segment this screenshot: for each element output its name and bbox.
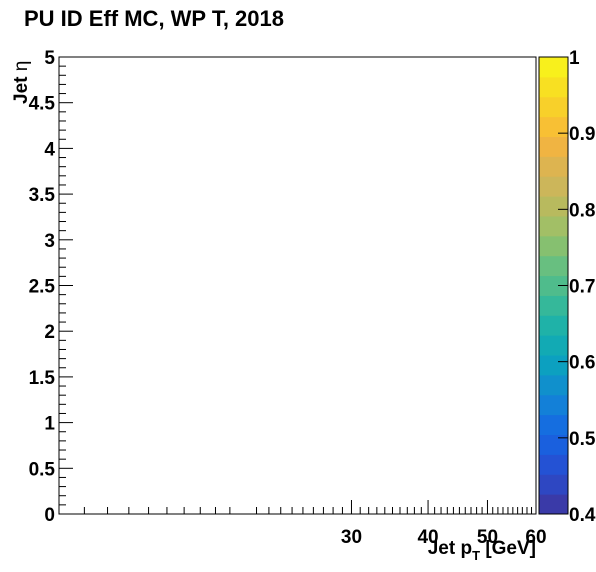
colorbar-bin: [539, 355, 568, 375]
colorbar-tick-label: 0.9: [569, 124, 595, 145]
x-axis-label-sub: T: [472, 548, 480, 563]
colorbar-bin: [539, 395, 568, 415]
colorbar-bin: [539, 474, 568, 494]
colorbar-tick-label: 0.5: [569, 429, 596, 450]
y-tick-label: 4.5: [29, 94, 56, 115]
y-tick-label: 3.5: [29, 185, 56, 206]
colorbar-tick-label: 0.4: [569, 505, 596, 526]
colorbar-bin: [539, 196, 568, 216]
y-tick-label: 0.5: [29, 459, 56, 480]
y-tick-label: 4: [44, 139, 55, 160]
colorbar-bin: [539, 156, 568, 176]
colorbar-bin: [539, 216, 568, 236]
colorbar-bin: [539, 415, 568, 435]
y-axis-label-main: Jet: [11, 71, 32, 104]
y-tick-label: 1: [44, 414, 55, 435]
colorbar-bin: [539, 256, 568, 276]
colorbar-tick-label: 0.8: [569, 200, 595, 221]
y-tick-label: 2: [44, 322, 55, 343]
plot-frame: [59, 57, 536, 514]
x-axis-label-main: Jet p: [428, 538, 472, 559]
colorbar-bin: [539, 494, 568, 514]
colorbar-bin: [539, 176, 568, 196]
colorbar-bin: [539, 97, 568, 117]
y-axis-label-symbol: η: [11, 61, 32, 72]
colorbar-tick-label: 0.6: [569, 353, 595, 374]
x-axis-label: Jet pT [GeV]: [428, 538, 536, 563]
y-axis-label: Jet η: [11, 61, 32, 104]
colorbar-tick-label: 0.7: [569, 277, 595, 298]
colorbar-bin: [539, 236, 568, 256]
y-tick-label: 5: [44, 48, 55, 69]
colorbar-bin: [539, 454, 568, 474]
y-tick-label: 3: [44, 231, 55, 252]
y-tick-label: 0: [44, 505, 55, 526]
x-tick-label: 30: [341, 527, 362, 548]
colorbar-bin: [539, 375, 568, 395]
y-tick-label: 2.5: [29, 277, 56, 298]
colorbar-bin: [539, 117, 568, 137]
x-axis-label-unit: [GeV]: [480, 538, 536, 559]
colorbar-bin: [539, 136, 568, 156]
colorbar-bin: [539, 295, 568, 315]
colorbar: 0.4 0.5 0.6 0.7 0.8 0.9 1: [539, 48, 596, 526]
colorbar-bin: [539, 57, 568, 77]
colorbar-bin: [539, 77, 568, 97]
colorbar-tick-label: 1: [569, 48, 580, 69]
colorbar-bin: [539, 335, 568, 355]
y-tick-label: 1.5: [29, 368, 56, 389]
colorbar-bin: [539, 315, 568, 335]
